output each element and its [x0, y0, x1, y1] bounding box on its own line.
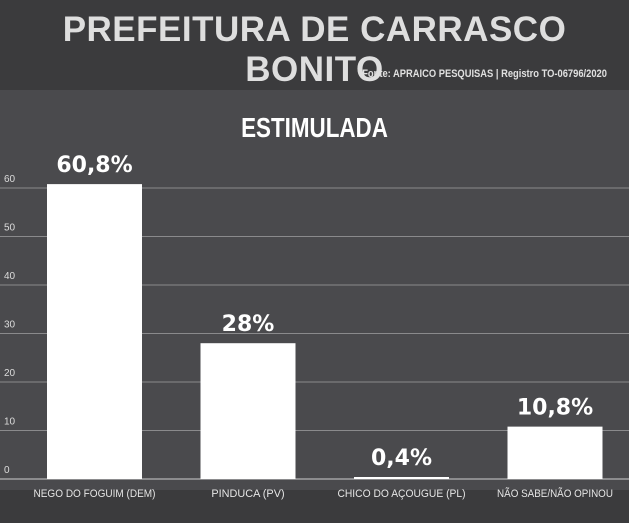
y-tick-label: 40	[4, 271, 16, 282]
chart-title: ESTIMULADA	[241, 112, 388, 143]
bar	[47, 184, 142, 479]
y-tick-label: 0	[4, 465, 10, 476]
header	[0, 0, 629, 90]
data-label: 0,4%	[371, 446, 432, 471]
data-label: 60,8%	[56, 153, 132, 178]
x-tick-label: PINDUCA (PV)	[211, 488, 284, 500]
x-tick-label: CHICO DO AÇOUGUE (PL)	[337, 488, 465, 500]
bar	[354, 477, 449, 479]
y-tick-label: 30	[4, 320, 16, 331]
bar	[200, 343, 296, 479]
y-tick-label: 10	[4, 417, 16, 428]
y-tick-label: 60	[4, 174, 16, 185]
y-tick-label: 20	[4, 368, 16, 379]
data-label: 28%	[222, 312, 275, 337]
page-title: PREFEITURA DE CARRASCO BONITO	[62, 10, 567, 89]
source-note: Fonte: APRAICO PESQUISAS | Registro TO-0…	[362, 68, 607, 80]
bar	[507, 426, 603, 479]
data-label: 10,8%	[517, 396, 593, 421]
x-tick-label: NEGO DO FOGUIM (DEM)	[34, 488, 156, 500]
y-tick-label: 50	[4, 223, 16, 234]
x-tick-label: NÃO SABE/NÃO OPINOU	[497, 487, 613, 500]
